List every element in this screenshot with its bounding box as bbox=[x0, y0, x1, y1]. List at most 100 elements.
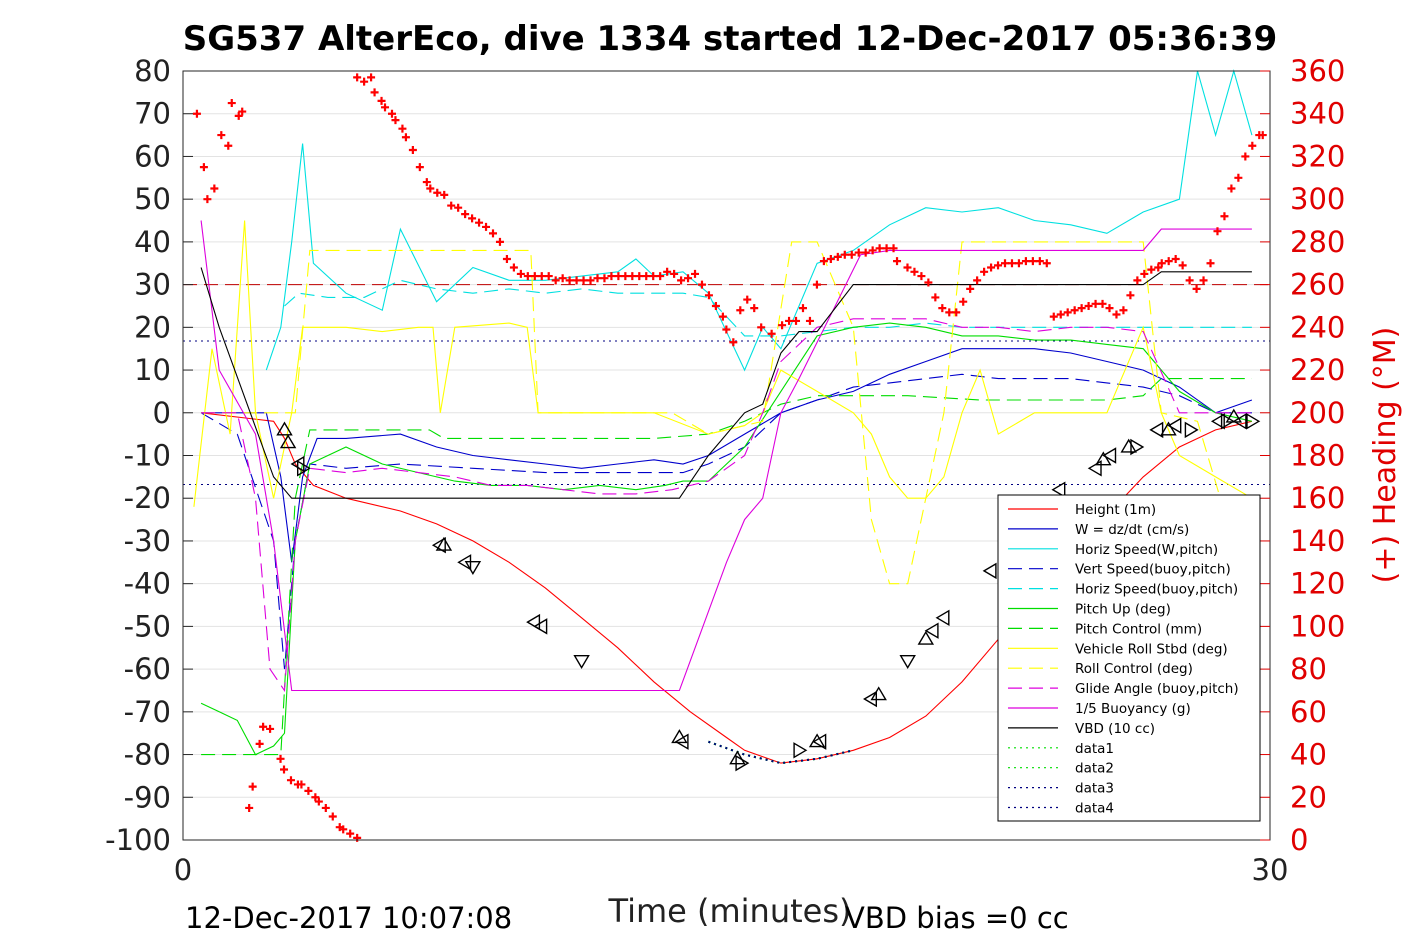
heading-point bbox=[767, 329, 776, 338]
heading-point bbox=[565, 276, 574, 285]
legend-entry: Glide Angle (buoy,pitch) bbox=[1075, 681, 1239, 697]
heading-point bbox=[1063, 308, 1072, 317]
series-data1 bbox=[708, 740, 854, 765]
heading-point bbox=[1206, 259, 1215, 268]
heading-point bbox=[311, 793, 320, 802]
y-tick-label: -10 bbox=[124, 439, 171, 473]
heading-point bbox=[370, 88, 379, 97]
y-tick-label: -30 bbox=[124, 524, 171, 558]
triangle-marker bbox=[671, 729, 688, 744]
heading-point bbox=[854, 248, 863, 257]
heading-point bbox=[1227, 184, 1236, 193]
heading-point bbox=[259, 722, 268, 731]
triangle-marker bbox=[1120, 438, 1137, 453]
heading-point bbox=[938, 304, 947, 313]
heading-point bbox=[523, 272, 532, 281]
y-tick-label: -90 bbox=[124, 780, 171, 814]
heading-point bbox=[468, 214, 477, 223]
heading-point bbox=[677, 276, 686, 285]
y2-tick-label: 240 bbox=[1290, 310, 1345, 344]
y-axis-ticks: 80 70 60 50 40 30 20 10 0 -10 -20 -30 -40 -50 -60 -70 -8… bbox=[105, 54, 193, 857]
reference-lines bbox=[183, 284, 1270, 486]
heading-point bbox=[952, 308, 961, 317]
heading-point bbox=[1077, 304, 1086, 313]
heading-point bbox=[572, 276, 581, 285]
heading-point bbox=[917, 272, 926, 281]
heading-point bbox=[426, 184, 435, 193]
triangle-marker bbox=[1246, 413, 1261, 430]
y-tick-label: -100 bbox=[105, 823, 171, 857]
heading-point bbox=[1042, 259, 1051, 268]
triangle-marker bbox=[812, 733, 827, 750]
y2-tick-label: 340 bbox=[1290, 97, 1345, 131]
heading-point bbox=[1140, 269, 1149, 278]
triangle-marker bbox=[435, 536, 453, 551]
heading-point bbox=[593, 274, 602, 283]
legend-entry: Horiz Speed(buoy,pitch) bbox=[1075, 582, 1238, 598]
y2-axis-label: (+) Heading (°M) bbox=[1368, 327, 1403, 584]
footer-timestamp: 12-Dec-2017 10:07:08 bbox=[185, 901, 512, 935]
y2-tick-label: 320 bbox=[1290, 139, 1345, 173]
heading-point bbox=[415, 163, 424, 172]
series-pitch-control-mm bbox=[201, 378, 1252, 756]
heading-point bbox=[391, 116, 400, 125]
heading-point bbox=[1220, 212, 1229, 221]
heading-point bbox=[367, 73, 376, 82]
y2-tick-label: 300 bbox=[1290, 182, 1345, 216]
heading-point bbox=[718, 312, 727, 321]
triangle-marker bbox=[1051, 481, 1066, 498]
legend-entry: data3 bbox=[1075, 781, 1114, 797]
legend-entry: data2 bbox=[1075, 761, 1114, 777]
y-tick-label: -70 bbox=[124, 695, 171, 729]
heading-point bbox=[537, 272, 546, 281]
heading-point bbox=[1007, 259, 1016, 268]
y2-tick-label: 200 bbox=[1290, 396, 1345, 430]
heading-point bbox=[1234, 173, 1243, 182]
y-tick-label: -20 bbox=[124, 481, 171, 515]
heading-point bbox=[488, 229, 497, 238]
heading-point bbox=[1157, 259, 1166, 268]
y-tick-label: 60 bbox=[134, 139, 171, 173]
y-tick-label: 50 bbox=[134, 182, 171, 216]
triangle-marker bbox=[1232, 413, 1247, 430]
heading-point bbox=[1105, 304, 1114, 313]
heading-point bbox=[778, 321, 787, 330]
y2-tick-label: 100 bbox=[1290, 609, 1345, 643]
heading-point bbox=[255, 739, 264, 748]
heading-point bbox=[482, 222, 491, 231]
heading-point bbox=[346, 829, 355, 838]
heading-point bbox=[1154, 263, 1163, 272]
heading-point bbox=[1241, 152, 1250, 161]
legend-entry: W = dz/dt (cm/s) bbox=[1075, 522, 1189, 538]
y-tick-label: 0 bbox=[153, 396, 171, 430]
heading-point bbox=[910, 267, 919, 276]
heading-point bbox=[1133, 276, 1142, 285]
y-tick-label: -60 bbox=[124, 652, 171, 686]
triangle-marker bbox=[982, 562, 997, 580]
y-tick-label: 40 bbox=[134, 225, 171, 259]
heading-point bbox=[704, 291, 713, 300]
heading-point bbox=[1070, 306, 1079, 315]
y2-axis-ticks: 3603403203002802602402202001801601401201… bbox=[1260, 54, 1345, 857]
y-tick-label: -50 bbox=[124, 609, 171, 643]
legend-entry: 1/5 Buoyancy (g) bbox=[1075, 701, 1191, 717]
heading-point bbox=[422, 178, 431, 187]
heading-point bbox=[684, 274, 693, 283]
series-horiz-speed-w-pitch bbox=[265, 68, 1253, 372]
heading-point bbox=[1147, 265, 1156, 274]
heading-point bbox=[192, 109, 201, 118]
y-tick-label: 80 bbox=[134, 54, 171, 88]
heading-point bbox=[339, 825, 348, 834]
heading-point bbox=[826, 254, 835, 263]
footer-vbd-bias: VBD bias =0 cc bbox=[845, 901, 1069, 935]
heading-point bbox=[973, 276, 982, 285]
y-tick-label: 70 bbox=[134, 97, 171, 131]
heading-point bbox=[833, 252, 842, 261]
heading-point bbox=[276, 754, 285, 763]
heading-point bbox=[903, 263, 912, 272]
y2-tick-label: 20 bbox=[1290, 780, 1327, 814]
heading-point bbox=[408, 146, 417, 155]
heading-point bbox=[1001, 259, 1010, 268]
heading-point bbox=[360, 77, 369, 86]
